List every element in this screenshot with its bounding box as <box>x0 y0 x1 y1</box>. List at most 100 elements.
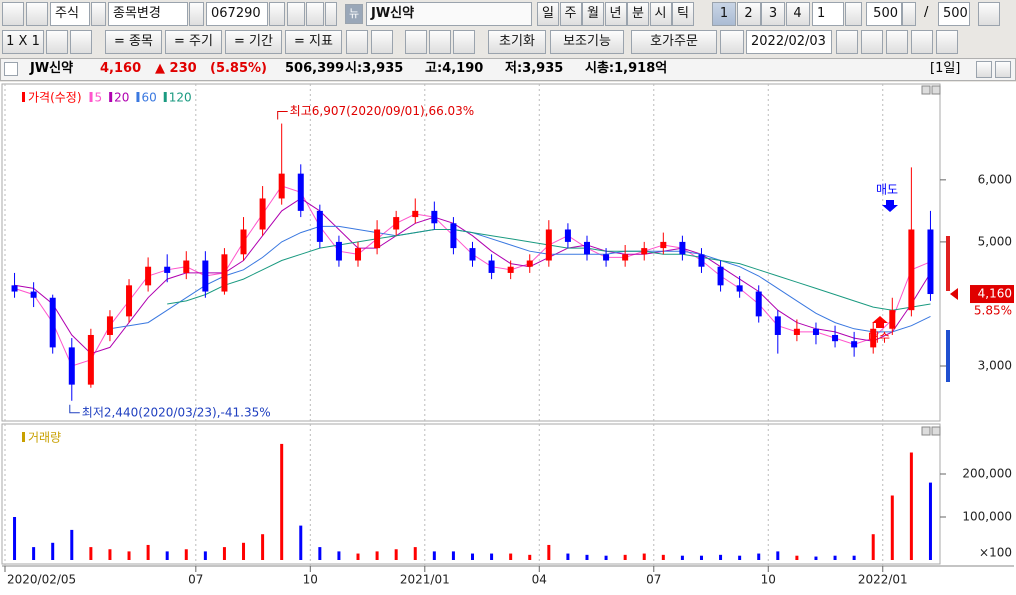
volume-bar <box>89 547 93 560</box>
dropdown[interactable] <box>720 30 744 54</box>
volume-bar <box>127 551 131 560</box>
total-input[interactable]: 500 <box>938 2 970 26</box>
last-pointer <box>950 288 958 301</box>
layout-btn[interactable]: 1 X 1 <box>2 30 44 54</box>
stop-btn[interactable] <box>429 30 451 54</box>
won-btn[interactable] <box>371 30 393 54</box>
volume-bar <box>680 555 684 560</box>
panel-btn[interactable] <box>921 426 931 436</box>
count-btn[interactable]: 2 <box>736 2 761 26</box>
win-btn[interactable] <box>976 61 992 78</box>
tool-icon[interactable] <box>836 30 858 54</box>
tool-icon[interactable] <box>886 30 908 54</box>
candle-body <box>793 328 800 335</box>
tool-icon[interactable] <box>861 30 883 54</box>
period-btn[interactable]: 일 <box>537 2 559 26</box>
last-pct: 5.85% <box>974 304 1012 318</box>
period-btn[interactable]: 시 <box>649 2 672 26</box>
fav-btn[interactable] <box>306 2 324 26</box>
candle-body <box>812 328 819 335</box>
new-badge[interactable]: 뉴 <box>345 4 363 24</box>
view-input[interactable]: 500 <box>866 2 902 26</box>
info-cap: 시총:1,918억 <box>585 61 668 76</box>
volume-bar <box>814 556 818 560</box>
volume-bar <box>242 542 246 560</box>
menu-btn[interactable]: = 종목 <box>105 30 162 54</box>
count-btn[interactable]: 3 <box>761 2 785 26</box>
note-arrow <box>69 404 80 414</box>
dropdown[interactable] <box>845 2 862 26</box>
aux-btn[interactable]: 보조기능 <box>550 30 624 54</box>
stock-name[interactable]: JW신약 <box>366 2 532 26</box>
next-btn[interactable] <box>325 2 337 26</box>
play-btn[interactable] <box>453 30 475 54</box>
menu-btn[interactable]: = 기간 <box>225 30 282 54</box>
volume-bar <box>32 547 36 560</box>
info-pct: (5.85%) <box>210 61 267 76</box>
period-btn[interactable]: 주 <box>559 2 582 26</box>
legend-swatch <box>163 92 167 102</box>
market-select[interactable]: 주식 <box>50 2 90 26</box>
candle-body <box>526 260 533 267</box>
tool-icon[interactable] <box>936 30 958 54</box>
y-tick-label: 6,000 <box>978 172 1012 186</box>
volume-bar <box>661 554 665 560</box>
candle-body <box>87 334 94 385</box>
info-period: [1일] <box>930 61 961 76</box>
menu-btn[interactable]: = 주기 <box>165 30 222 54</box>
candle-body <box>507 266 514 273</box>
date-input[interactable]: 2022/02/03 <box>746 30 832 54</box>
x-tick-label: 10 <box>303 573 318 587</box>
count-btn[interactable]: 1 <box>712 2 736 26</box>
legend-label: 20 <box>114 91 129 105</box>
volume-bar <box>776 551 780 560</box>
icon-btn[interactable] <box>2 2 24 26</box>
volume-bar <box>795 555 799 560</box>
period-btn[interactable]: 월 <box>582 2 604 26</box>
checkbox[interactable] <box>4 62 18 76</box>
reset-btn[interactable]: 초기화 <box>488 30 546 54</box>
menu-btn[interactable]: = 지표 <box>285 30 342 54</box>
move-btn[interactable] <box>346 30 368 54</box>
candle-body <box>774 316 781 335</box>
unit-input[interactable]: 1 <box>812 2 844 26</box>
candle-body <box>450 223 457 249</box>
volume-bar <box>528 554 532 560</box>
period-btn[interactable]: 분 <box>627 2 649 26</box>
tool-icon[interactable] <box>911 30 933 54</box>
grid-btn[interactable] <box>46 30 68 54</box>
info-open: 시:3,935 <box>345 61 404 76</box>
dropdown[interactable] <box>269 2 285 26</box>
prev-btn[interactable] <box>405 30 427 54</box>
grid-btn[interactable] <box>70 30 92 54</box>
period-btn[interactable]: 틱 <box>672 2 694 26</box>
dropdown[interactable] <box>189 2 204 26</box>
order-btn[interactable]: 호가주문 <box>631 30 717 54</box>
period-btn[interactable]: 년 <box>604 2 627 26</box>
panel-close[interactable] <box>931 85 941 95</box>
up-btn[interactable] <box>26 2 48 26</box>
count-btn[interactable]: 4 <box>785 2 810 26</box>
panel-close[interactable] <box>931 426 941 436</box>
volume-bar <box>337 551 341 560</box>
spinner[interactable] <box>902 2 916 26</box>
x-tick-label: 2022/01 <box>858 573 908 587</box>
separator: / <box>924 5 929 20</box>
volume-bar <box>280 443 284 560</box>
panel-btn[interactable] <box>921 85 931 95</box>
dropdown[interactable] <box>91 2 106 26</box>
volume-bar <box>108 549 112 560</box>
add-btn[interactable] <box>978 2 1000 26</box>
code-input[interactable]: 067290 <box>206 2 268 26</box>
volume-bar <box>699 555 703 560</box>
legend-label: 120 <box>169 91 192 105</box>
win-close[interactable] <box>995 61 1011 78</box>
change-stock[interactable]: 종목변경 <box>108 2 188 26</box>
search-btn[interactable] <box>287 2 305 26</box>
info-high: 고:4,190 <box>425 61 484 76</box>
volume-bar <box>203 551 207 560</box>
volume-bar <box>928 482 932 560</box>
volume-bar <box>852 555 856 560</box>
